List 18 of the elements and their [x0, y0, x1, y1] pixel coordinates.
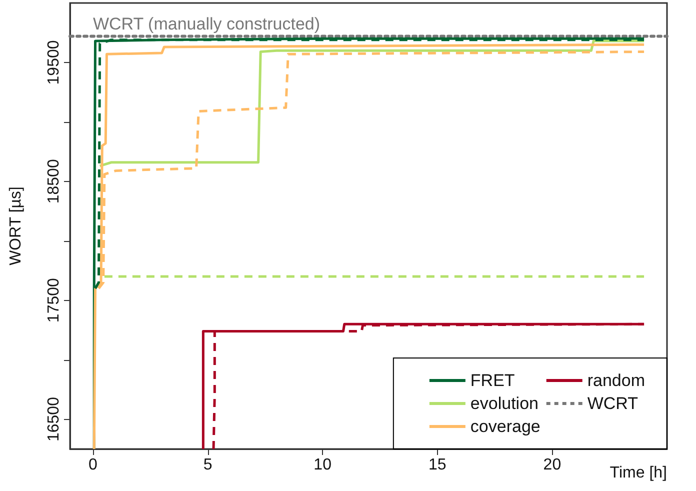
y-tick-label: 17500: [46, 278, 62, 323]
x-axis-title: Time [h]: [610, 464, 667, 482]
legend-label: FRET: [470, 371, 515, 390]
x-tick-label: 10: [314, 456, 332, 474]
x-tick-label: 15: [428, 456, 446, 474]
legend-label: coverage: [470, 417, 540, 436]
annotation: WCRT (manually constructed): [92, 14, 320, 34]
legend-label: random: [587, 371, 645, 390]
x-tick-label: 0: [88, 456, 98, 474]
legend-label: evolution: [470, 394, 538, 413]
line-series: [98, 40, 646, 168]
x-tick-label: 20: [543, 456, 562, 474]
legend-label: WCRT: [587, 394, 638, 413]
y-tick-label: 18500: [46, 159, 62, 204]
y-axis-title: WORT [µs]: [8, 186, 24, 266]
y-tick-label: 16500: [46, 396, 62, 442]
x-tick-label: 5: [203, 456, 212, 474]
y-tick-label: 19500: [46, 40, 62, 85]
